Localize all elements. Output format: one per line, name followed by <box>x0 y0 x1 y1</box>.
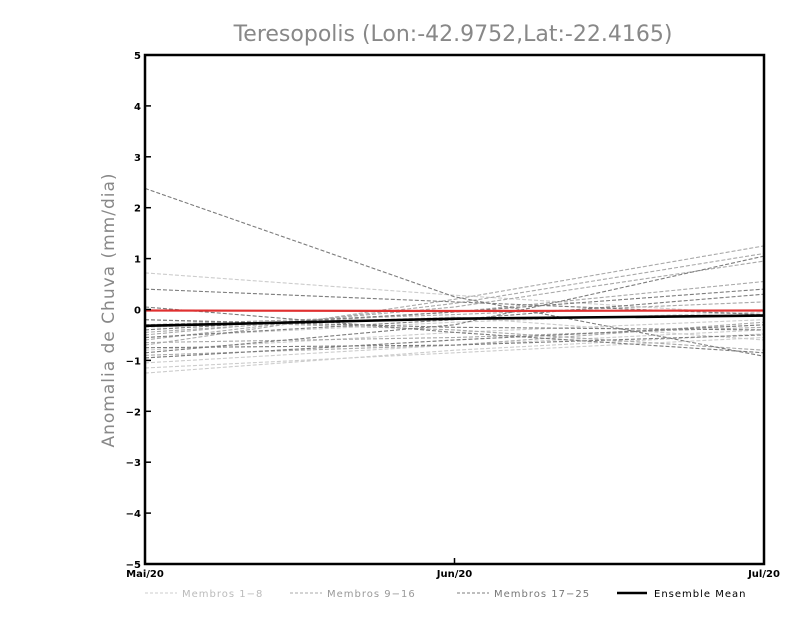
x-tick-label: Jul/20 <box>747 569 780 580</box>
series-line-members-1-8-2 <box>144 336 765 369</box>
y-tick-label: −5 <box>126 560 141 571</box>
x-tick-label: Jun/20 <box>436 569 473 580</box>
series-line-members-17-25-18 <box>144 255 765 354</box>
y-tick-label: −3 <box>126 458 141 469</box>
series-line-members-9-16-8 <box>144 245 765 346</box>
series-line-members-9-16-12 <box>144 301 765 326</box>
series-line-members-17-25-21 <box>144 324 765 359</box>
series-line-members-9-16-13 <box>144 326 765 344</box>
y-tick-label: 3 <box>134 153 141 164</box>
y-tick-label: 5 <box>134 51 141 62</box>
series-layer <box>144 187 765 374</box>
legend: Membros 1−8 Membros 9−16 Membros 17−25 Ense… <box>145 589 746 600</box>
series-line-ensemble-mean-26 <box>144 314 765 328</box>
series-line-members-17-25-24 <box>144 293 765 339</box>
x-axis-ticks: Mai/20 Jun/20 Jul/20 <box>126 558 780 580</box>
y-tick-label: 1 <box>134 255 141 266</box>
series-line-members-9-16-9 <box>144 252 765 341</box>
series-line-members-1-8-5 <box>144 319 765 351</box>
legend-label: Membros 17−25 <box>494 589 590 600</box>
series-line-observed-25 <box>144 309 765 313</box>
series-line-members-17-25-22 <box>144 306 765 354</box>
legend-label: Membros 1−8 <box>182 589 263 600</box>
plot-frame <box>143 53 766 566</box>
series-line-members-1-8-0 <box>144 272 765 316</box>
series-line-members-1-8-1 <box>144 333 765 374</box>
y-axis-label: Anomalia de Chuva (mm/dia) <box>99 172 119 447</box>
y-tick-label: 0 <box>134 306 141 317</box>
y-tick-label: −2 <box>126 407 141 418</box>
y-tick-label: 2 <box>134 204 141 215</box>
series-line-members-17-25-16 <box>144 187 765 357</box>
y-tick-label: −1 <box>126 356 141 367</box>
y-axis-ticks: 5 4 3 2 1 0 −1 −2 −3 −4 −5 <box>126 51 151 571</box>
series-line-members-9-16-11 <box>144 280 765 333</box>
legend-label: Ensemble Mean <box>654 589 746 600</box>
y-tick-label: 4 <box>134 102 141 113</box>
y-tick-label: −4 <box>126 509 141 520</box>
series-line-members-17-25-20 <box>144 334 765 349</box>
legend-label: Membros 9−16 <box>327 589 416 600</box>
x-tick-label: Mai/20 <box>126 569 164 580</box>
chart-title: Teresopolis (Lon:-42.9752,Lat:-22.4165) <box>233 22 673 47</box>
series-line-members-1-8-3 <box>144 329 765 364</box>
